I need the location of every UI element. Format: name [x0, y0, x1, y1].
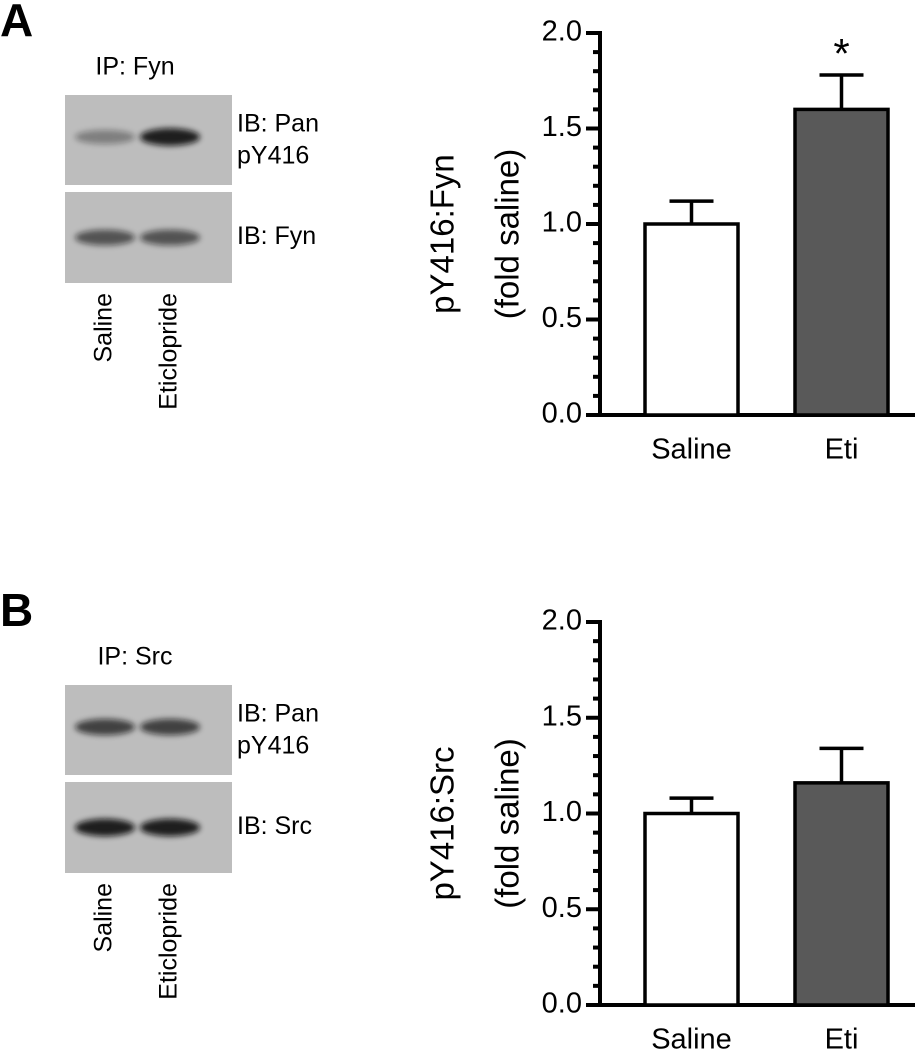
x-tick-label: Eti [825, 1024, 859, 1050]
x-tick-label: Eti [825, 434, 859, 466]
y-axis-label: (fold saline) [489, 738, 526, 909]
y-axis-label: pY416:Fyn [424, 154, 461, 314]
blot-band [75, 718, 135, 736]
blot-band [75, 229, 135, 246]
lane-label: Eticlopride [155, 293, 183, 410]
x-tick-label: Saline [651, 1024, 732, 1050]
blot-band [140, 229, 200, 246]
ib-label: pY416 [237, 142, 309, 170]
ip-label: IP: Fyn [95, 53, 174, 81]
ib-label: IB: Fyn [237, 222, 316, 250]
lane-label: Saline [90, 293, 118, 363]
blot-band [75, 129, 135, 145]
blot-band [140, 818, 200, 837]
bar [793, 781, 890, 1007]
y-tick-label: 2.0 [542, 16, 582, 48]
y-tick-label: 1.5 [542, 111, 582, 143]
y-tick-label: 0.0 [542, 988, 582, 1020]
y-tick-label: 2.0 [542, 605, 582, 637]
y-tick-label: 0.5 [542, 892, 582, 924]
panel-letter: A [0, 0, 33, 46]
bar [643, 811, 740, 1007]
ib-label: IB: Src [237, 812, 312, 840]
y-tick-label: 0.0 [542, 398, 582, 430]
bar [643, 222, 740, 417]
ip-label: IP: Src [97, 643, 172, 671]
panel-letter: B [0, 584, 33, 636]
ib-label: pY416 [237, 732, 309, 760]
blot-band [140, 128, 200, 146]
lane-label: Saline [90, 883, 118, 953]
ib-label: IB: Pan [237, 700, 319, 728]
x-tick-label: Saline [651, 434, 732, 466]
lane-label: Eticlopride [155, 883, 183, 1000]
blot-band [140, 718, 200, 736]
bar [793, 107, 890, 417]
y-axis-label: (fold saline) [489, 149, 526, 320]
y-tick-label: 1.5 [542, 700, 582, 732]
blot-band [75, 818, 135, 837]
y-tick-label: 0.5 [542, 302, 582, 334]
ib-label: IB: Pan [237, 110, 319, 138]
y-axis-label: pY416:Src [424, 746, 461, 900]
y-tick-label: 1.0 [542, 207, 582, 239]
significance-marker: * [833, 30, 849, 77]
y-tick-label: 1.0 [542, 796, 582, 828]
